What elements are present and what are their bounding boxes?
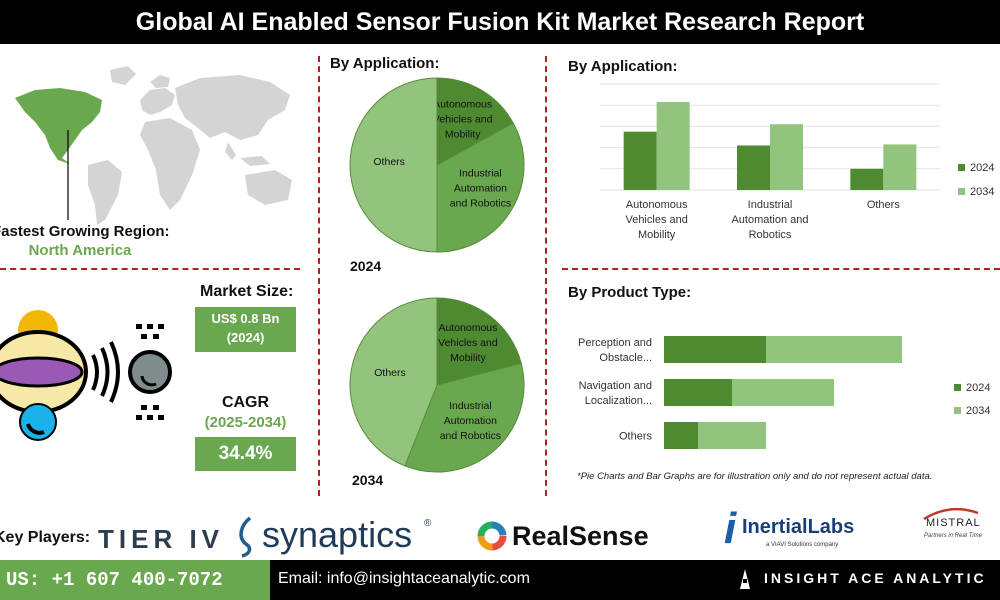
hbar-2024-1 <box>664 379 732 406</box>
mistral-swoosh-icon <box>923 507 979 521</box>
synaptics-swirl-icon <box>239 516 252 558</box>
y-tick-label: Others <box>619 431 653 443</box>
pie-year-2024: 2024 <box>350 258 381 274</box>
pie-2034-slice-1 <box>404 362 525 473</box>
pie-2024-label-0: Autonomous Vehicles and Mobility <box>433 99 493 141</box>
inertial-labs-i-icon: i <box>724 504 737 553</box>
insight-ace-logo-icon <box>740 569 750 589</box>
region-label: Fastest Growing Region: <box>0 223 170 240</box>
pie-2034-label-0: Autonomous Vehicles and Mobility <box>438 322 498 364</box>
hbar-2034-0 <box>766 336 902 363</box>
bar-2034-0 <box>656 102 690 190</box>
north-america-highlight <box>15 88 102 164</box>
pie-2024-label-2: Others <box>373 156 405 168</box>
pie-2034-slice-2 <box>349 297 438 467</box>
realsense-ring-icon <box>477 521 507 551</box>
product-legend-label-2024: 2024 <box>966 382 990 394</box>
bar-2034-2 <box>883 144 917 190</box>
pie-2024-slice-0 <box>436 77 514 166</box>
market-size-value: US$ 0.8 Bn <box>211 311 280 326</box>
x-tick-label: Autonomous Vehicles and Mobility <box>625 199 688 241</box>
cagr-period: (2025-2034) <box>204 414 287 431</box>
divider-left <box>318 56 320 496</box>
pie-2034-label-1: Industrial Automation and Robotics <box>440 400 501 442</box>
key-players-label: Key Players: <box>0 529 91 546</box>
tier-iv-logo: TIER IV <box>98 524 225 554</box>
hbar-2024-0 <box>664 336 766 363</box>
pie-2024-slice-2 <box>349 77 438 253</box>
pie-2034-label-2: Others <box>374 367 406 379</box>
phone-contact[interactable]: US: +1 607 400-7072 <box>0 560 270 600</box>
product-section-heading: By Product Type: <box>568 284 692 301</box>
hbar-2024-2 <box>664 422 698 449</box>
cagr-value: 34.4% <box>195 437 296 471</box>
x-tick-label: Industrial Automation and Robotics <box>731 199 808 241</box>
y-tick-label: Perception and Obstacle... <box>578 337 652 364</box>
bar-section-heading: By Application: <box>568 58 678 75</box>
hbar-2034-2 <box>698 422 766 449</box>
product-legend-swatch-2024 <box>954 384 961 391</box>
application-pie-charts: Autonomous Vehicles and Mobility Industrial… <box>349 77 525 488</box>
bar-2024-1 <box>737 145 770 190</box>
legend-label-2034: 2034 <box>970 186 994 198</box>
market-size-box: US$ 0.8 Bn (2024) <box>195 307 296 352</box>
divider-right-horizontal <box>562 268 1000 270</box>
legend-swatch-2034 <box>958 188 965 195</box>
product-legend-swatch-2034 <box>954 407 961 414</box>
region-value: North America <box>28 242 132 259</box>
x-tick-label: Others <box>867 199 901 211</box>
email-contact[interactable]: Email: info@insightaceanalytic.com <box>278 570 530 587</box>
bar-2024-0 <box>623 131 657 190</box>
pie-year-2034: 2034 <box>352 472 383 488</box>
world-map <box>15 66 292 225</box>
divider-right <box>545 56 547 496</box>
divider-left-horizontal <box>0 268 300 270</box>
product-legend-label-2034: 2034 <box>966 405 990 417</box>
bar-2024-2 <box>850 168 884 190</box>
bar-2034-1 <box>770 124 803 190</box>
pie-2024-label-1: Industrial Automation and Robotics <box>450 168 511 210</box>
legend-label-2024: 2024 <box>970 162 994 174</box>
y-tick-label: Navigation and Localization... <box>579 380 652 407</box>
legend-swatch-2024 <box>958 164 965 171</box>
footer-bar: Email: info@insightaceanalytic.com INSIG… <box>270 560 1000 600</box>
brand-name: INSIGHT ACE ANALYTIC <box>764 570 987 586</box>
hbar-2034-1 <box>732 379 834 406</box>
disclaimer-note: *Pie Charts and Bar Graphs are for illus… <box>577 471 933 482</box>
market-size-year: (2024) <box>226 330 265 345</box>
pie-section-heading: By Application: <box>330 55 440 72</box>
pie-2034-slice-0 <box>436 297 522 386</box>
page-title: Global AI Enabled Sensor Fusion Kit Mark… <box>0 0 1000 44</box>
cagr-label: CAGR <box>221 394 270 411</box>
sensor-fusion-icon <box>0 310 172 441</box>
market-size-label: Market Size: <box>200 283 294 300</box>
product-type-bar-chart: Perception and Obstacle... Navigation and L… <box>578 336 990 449</box>
application-bar-chart: Autonomous Vehicles and Mobility Industrial… <box>600 83 994 241</box>
pie-2024-slice-1 <box>436 122 525 253</box>
